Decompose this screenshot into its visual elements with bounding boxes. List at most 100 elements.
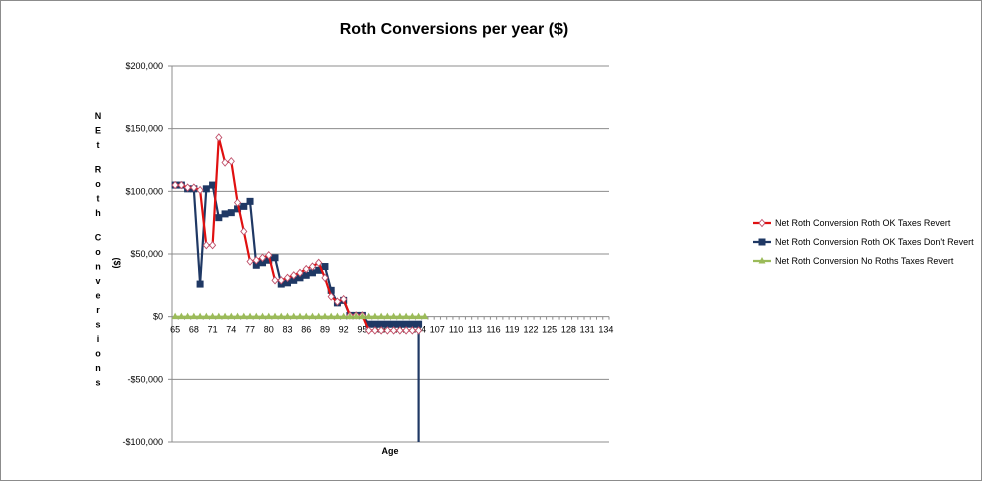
legend-label: Net Roth Conversion Roth OK Taxes Revert <box>775 218 951 228</box>
data-point <box>302 312 310 320</box>
data-point <box>390 326 398 335</box>
data-point <box>308 269 316 277</box>
data-point <box>377 320 385 328</box>
data-point <box>365 320 373 328</box>
data-point <box>321 273 329 283</box>
y-tick-label: -$100,000 <box>122 437 163 447</box>
data-point <box>246 257 254 266</box>
data-point <box>177 180 185 190</box>
x-tick-label: 116 <box>486 325 500 335</box>
data-point <box>340 294 348 304</box>
x-tick-label: 71 <box>208 325 218 335</box>
data-point <box>271 312 279 320</box>
data-point <box>333 312 341 320</box>
x-tick-label: 95 <box>357 325 367 335</box>
data-point <box>415 312 423 320</box>
data-point <box>265 256 273 264</box>
series-line <box>175 136 419 332</box>
x-tick-label: 113 <box>468 325 482 335</box>
y-label-char: r <box>96 305 100 315</box>
series-0 <box>171 133 423 335</box>
y-label-char: h <box>95 208 101 218</box>
data-point <box>421 312 429 320</box>
data-point <box>265 312 273 320</box>
y-label-char: v <box>95 276 100 286</box>
y-label-char: t <box>97 194 100 204</box>
data-point <box>171 312 179 320</box>
data-point <box>259 312 267 320</box>
data-point <box>215 214 223 222</box>
data-point <box>209 181 217 189</box>
data-point <box>196 312 204 320</box>
data-point <box>259 259 267 267</box>
data-point <box>240 227 248 236</box>
x-tick-label: 119 <box>505 325 519 335</box>
data-point <box>308 312 316 320</box>
data-point <box>758 257 766 264</box>
data-point <box>215 133 223 142</box>
legend: Net Roth Conversion Roth OK Taxes Revert… <box>753 218 974 266</box>
y-label-char: R <box>95 165 102 175</box>
data-point <box>246 312 254 320</box>
data-point <box>340 312 348 320</box>
data-point <box>402 312 410 320</box>
y-label-char: n <box>95 262 101 272</box>
data-point <box>277 276 285 285</box>
data-point <box>396 326 404 335</box>
data-point <box>202 312 210 320</box>
data-point <box>383 320 391 328</box>
data-point <box>258 253 267 262</box>
y-label-char: n <box>95 363 101 373</box>
data-point <box>296 274 304 282</box>
data-point <box>315 258 323 267</box>
y-label-char: s <box>95 378 100 388</box>
data-point <box>221 312 229 320</box>
data-point <box>371 312 379 320</box>
data-point <box>327 312 335 320</box>
data-point <box>346 312 354 320</box>
y-label-char: o <box>95 247 101 257</box>
x-tick-label: 110 <box>449 325 463 335</box>
data-point <box>283 312 291 320</box>
data-point <box>240 312 248 320</box>
data-point <box>227 209 235 217</box>
x-tick-label: 122 <box>523 325 538 335</box>
data-point <box>396 320 404 328</box>
data-point <box>390 312 398 320</box>
x-tick-label: 80 <box>264 325 274 335</box>
data-point <box>365 326 373 335</box>
data-point <box>271 254 279 262</box>
data-point <box>758 238 766 246</box>
data-point <box>402 320 410 328</box>
x-tick-label: 74 <box>226 325 236 335</box>
data-point <box>227 312 235 320</box>
data-point <box>408 312 416 320</box>
data-point <box>290 312 298 320</box>
data-point <box>390 320 398 328</box>
legend-label: Net Roth Conversion No Roths Taxes Rever… <box>775 256 954 266</box>
data-point <box>327 292 335 301</box>
data-point <box>271 276 279 285</box>
y-label-char: e <box>95 291 100 301</box>
chart-title: Roth Conversions per year ($) <box>340 21 569 38</box>
y-label-char: o <box>95 179 101 189</box>
data-point <box>408 326 416 335</box>
data-point <box>252 256 260 265</box>
y-tick-label: $200,000 <box>125 61 163 71</box>
data-point <box>296 312 304 320</box>
y-label-char: t <box>97 140 100 150</box>
data-point <box>190 312 198 320</box>
x-tick-label: 86 <box>301 325 311 335</box>
y-tick-label: $100,000 <box>125 186 163 196</box>
grid <box>172 65 609 443</box>
y-label-char: C <box>95 233 102 243</box>
data-point <box>371 326 379 335</box>
data-point <box>321 263 329 271</box>
series-1 <box>171 181 423 442</box>
data-point <box>265 251 273 260</box>
data-point <box>252 261 260 269</box>
data-point <box>208 241 217 250</box>
data-point <box>302 264 310 274</box>
data-point <box>371 320 379 328</box>
